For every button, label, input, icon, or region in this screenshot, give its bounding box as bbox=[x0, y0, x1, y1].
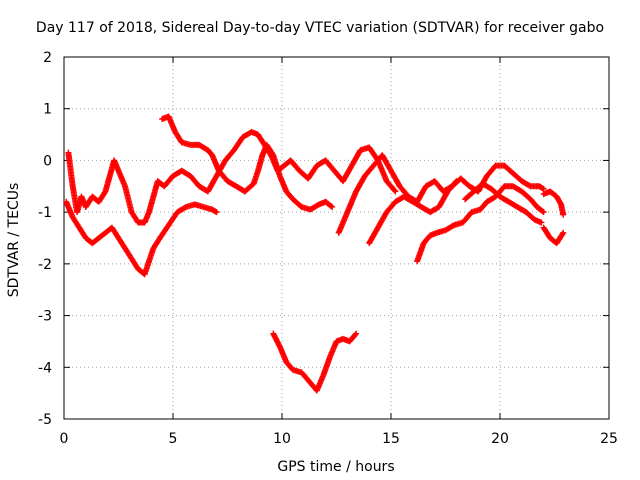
y-tick-label: -4 bbox=[38, 360, 52, 376]
y-tick-label: 0 bbox=[43, 153, 52, 169]
data-point-track-i bbox=[559, 231, 566, 238]
data-point-track-e bbox=[539, 208, 546, 215]
plot-frame bbox=[63, 56, 610, 420]
data-point-track-d bbox=[540, 185, 547, 192]
y-tick-label: 1 bbox=[43, 102, 52, 118]
data-point-track-c bbox=[328, 203, 335, 210]
data-points bbox=[63, 113, 567, 394]
data-point-track-a bbox=[101, 189, 108, 196]
x-axis-label: GPS time / hours bbox=[277, 459, 394, 475]
data-point-track-i bbox=[560, 229, 567, 236]
data-point-track-e bbox=[540, 209, 547, 216]
x-tick-label: 15 bbox=[382, 431, 400, 447]
y-tick-label: -1 bbox=[38, 205, 52, 221]
data-point-track-h bbox=[557, 200, 564, 207]
y-axis-label: SDTVAR / TECUs bbox=[6, 183, 22, 298]
data-point-track-h bbox=[560, 211, 567, 218]
y-tick-label: 2 bbox=[43, 50, 52, 66]
chart-title: Day 117 of 2018, Sidereal Day-to-day VTE… bbox=[36, 20, 604, 36]
x-tick-label: 5 bbox=[169, 431, 178, 447]
data-point-track-c bbox=[329, 203, 336, 210]
data-point-track-j bbox=[353, 330, 360, 337]
data-point-track-b bbox=[213, 209, 220, 216]
x-tick-label: 20 bbox=[491, 431, 509, 447]
x-tick-label: 0 bbox=[60, 431, 69, 447]
axis-ticks: 0 5 10 15 20 25 -5 -4 -3 -2 -1 0 1 2 bbox=[38, 50, 618, 447]
data-point-track-c bbox=[269, 150, 276, 157]
y-tick-label: -3 bbox=[38, 309, 52, 325]
grid bbox=[64, 57, 609, 419]
data-point-track-f bbox=[453, 178, 460, 185]
data-point-track-a bbox=[391, 187, 398, 194]
data-point-track-g bbox=[538, 219, 545, 226]
y-tick-label: -5 bbox=[38, 412, 52, 428]
y-tick-label: -2 bbox=[38, 257, 52, 273]
data-point-track-j bbox=[352, 331, 359, 338]
x-tick-label: 25 bbox=[600, 431, 618, 447]
x-tick-label: 10 bbox=[273, 431, 291, 447]
data-point-track-a bbox=[392, 188, 399, 195]
data-point-track-f bbox=[452, 179, 459, 186]
